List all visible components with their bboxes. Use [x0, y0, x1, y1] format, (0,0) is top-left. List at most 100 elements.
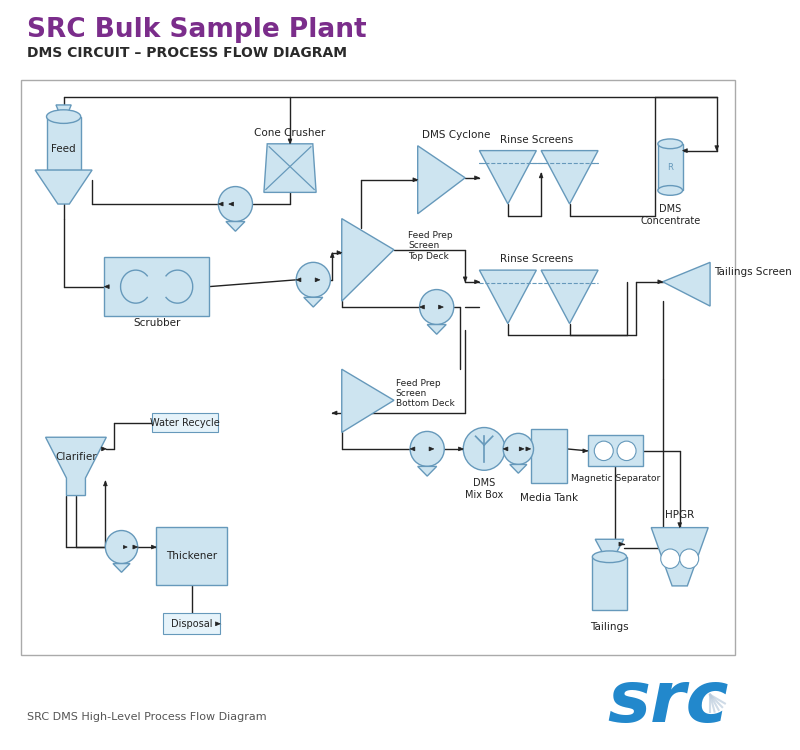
Circle shape: [296, 262, 330, 297]
Text: Water Recycle: Water Recycle: [150, 418, 220, 428]
Bar: [152, 413, 218, 433]
Polygon shape: [123, 545, 127, 548]
Polygon shape: [105, 285, 109, 289]
Ellipse shape: [592, 551, 626, 562]
Polygon shape: [519, 447, 524, 451]
Polygon shape: [342, 218, 394, 302]
Text: Rinse Screens: Rinse Screens: [500, 135, 573, 145]
Polygon shape: [658, 280, 662, 284]
Text: DMS
Concentrate: DMS Concentrate: [640, 204, 700, 226]
Polygon shape: [682, 148, 687, 152]
Polygon shape: [337, 251, 342, 254]
Polygon shape: [526, 447, 530, 451]
Bar: [105, 257, 209, 316]
Circle shape: [106, 530, 138, 563]
Polygon shape: [651, 527, 708, 586]
Polygon shape: [715, 146, 718, 151]
Text: src: src: [607, 668, 729, 737]
Polygon shape: [46, 437, 106, 496]
Polygon shape: [304, 297, 322, 307]
Text: Scrubber: Scrubber: [133, 317, 180, 328]
Polygon shape: [474, 176, 479, 180]
Polygon shape: [418, 146, 465, 214]
Bar: [658, 144, 682, 190]
Polygon shape: [330, 253, 334, 257]
Polygon shape: [438, 305, 443, 309]
Text: R: R: [667, 163, 673, 172]
Text: Feed Prep
Screen
Bottom Deck: Feed Prep Screen Bottom Deck: [396, 379, 454, 409]
Text: Magnetic Separator: Magnetic Separator: [570, 474, 660, 483]
Bar: [592, 556, 626, 610]
Polygon shape: [264, 144, 316, 193]
Polygon shape: [56, 105, 71, 116]
Ellipse shape: [46, 110, 81, 124]
Polygon shape: [133, 545, 138, 549]
Text: Rinse Screens: Rinse Screens: [500, 254, 573, 264]
Circle shape: [594, 441, 614, 460]
Text: Tailings Screen: Tailings Screen: [714, 267, 792, 277]
Text: Disposal: Disposal: [171, 619, 213, 628]
Polygon shape: [215, 622, 220, 626]
Polygon shape: [595, 539, 624, 556]
Text: Cone Crusher: Cone Crusher: [254, 128, 326, 138]
Circle shape: [503, 433, 534, 464]
Bar: [46, 116, 81, 170]
Polygon shape: [619, 542, 624, 546]
Polygon shape: [113, 563, 130, 572]
Polygon shape: [229, 202, 234, 206]
Polygon shape: [662, 262, 710, 306]
Polygon shape: [678, 523, 682, 527]
Circle shape: [617, 441, 636, 460]
Text: DMS
Mix Box: DMS Mix Box: [465, 478, 503, 500]
Text: Feed Prep
Screen
Top Deck: Feed Prep Screen Top Deck: [408, 231, 453, 261]
Text: DMS CIRCUIT – PROCESS FLOW DIAGRAM: DMS CIRCUIT – PROCESS FLOW DIAGRAM: [26, 46, 346, 60]
Polygon shape: [479, 270, 536, 323]
Polygon shape: [539, 173, 543, 178]
Circle shape: [661, 549, 680, 568]
Polygon shape: [226, 221, 245, 231]
Bar: [163, 613, 220, 634]
Ellipse shape: [658, 185, 682, 195]
Polygon shape: [413, 178, 418, 182]
Polygon shape: [288, 139, 292, 144]
Polygon shape: [583, 449, 588, 453]
Polygon shape: [458, 447, 463, 451]
Polygon shape: [342, 369, 394, 433]
Polygon shape: [419, 305, 424, 309]
Circle shape: [419, 290, 454, 325]
Ellipse shape: [658, 139, 682, 148]
Polygon shape: [510, 464, 527, 473]
Polygon shape: [315, 278, 320, 282]
Text: SRC DMS High-Level Process Flow Diagram: SRC DMS High-Level Process Flow Diagram: [26, 712, 266, 722]
Polygon shape: [463, 277, 467, 282]
Text: Tailings: Tailings: [590, 622, 629, 632]
Text: Clarifier: Clarifier: [55, 452, 97, 462]
Bar: [156, 526, 227, 585]
Polygon shape: [218, 202, 223, 206]
Polygon shape: [418, 466, 437, 476]
Polygon shape: [503, 447, 508, 451]
Polygon shape: [151, 545, 156, 549]
Bar: [530, 430, 566, 483]
Polygon shape: [35, 170, 92, 204]
Text: DMS Cyclone: DMS Cyclone: [422, 130, 491, 140]
Polygon shape: [427, 325, 446, 334]
Text: SRC Bulk Sample Plant: SRC Bulk Sample Plant: [26, 17, 366, 44]
Polygon shape: [103, 481, 107, 486]
Text: HPGR: HPGR: [665, 510, 694, 520]
Polygon shape: [332, 411, 337, 415]
Bar: [588, 435, 642, 466]
Text: Feed: Feed: [51, 144, 76, 154]
Circle shape: [218, 187, 253, 221]
Circle shape: [680, 549, 698, 568]
Circle shape: [410, 431, 444, 466]
Polygon shape: [296, 278, 301, 282]
Polygon shape: [410, 447, 415, 451]
Bar: [21, 80, 734, 655]
Polygon shape: [479, 151, 536, 204]
Polygon shape: [102, 447, 106, 451]
Text: Media Tank: Media Tank: [520, 493, 578, 502]
Text: Thickener: Thickener: [166, 550, 218, 561]
Polygon shape: [429, 447, 434, 451]
Circle shape: [463, 427, 505, 470]
